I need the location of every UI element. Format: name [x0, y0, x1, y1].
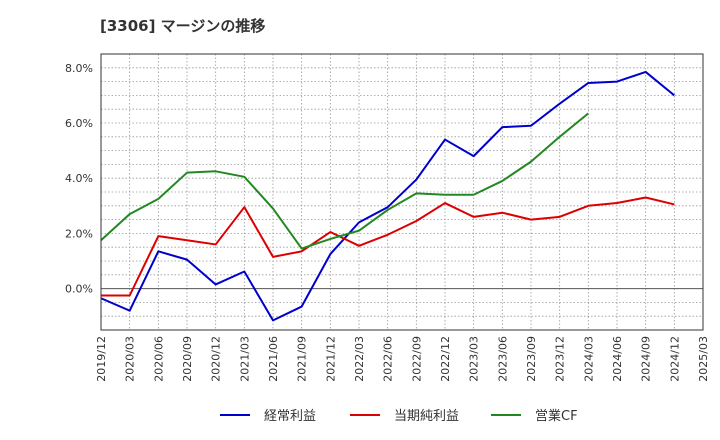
- x-tick-label: 2021/09: [296, 336, 309, 382]
- x-tick-label: 2022/09: [410, 336, 423, 382]
- series-lines: [100, 70, 675, 322]
- y-tick-label: 8.0%: [65, 62, 93, 75]
- y-tick-label: 0.0%: [65, 283, 93, 296]
- series-line-2: [101, 196, 675, 297]
- plot-frame: [100, 53, 704, 331]
- legend-label-2: 当期純利益: [394, 409, 459, 424]
- x-tick-label: 2022/03: [353, 336, 366, 382]
- y-tick-label: 6.0%: [65, 117, 93, 130]
- legend: 経常利益 当期純利益 営業CF: [220, 408, 578, 424]
- series-line-3: [100, 112, 589, 250]
- y-tick-label: 2.0%: [65, 227, 93, 240]
- x-tick-label: 2023/09: [525, 336, 538, 382]
- legend-label-3: 営業CF: [535, 408, 578, 424]
- x-tick-label: 2024/03: [582, 336, 595, 382]
- x-tick-label: 2019/12: [95, 336, 108, 382]
- x-tick-label: 2021/06: [267, 336, 280, 382]
- x-tick-label: 2020/09: [181, 336, 194, 382]
- x-tick-label: 2020/03: [124, 336, 137, 382]
- x-tick-label: 2023/12: [554, 336, 567, 382]
- x-tick-label: 2020/06: [152, 336, 165, 382]
- y-tick-label: 4.0%: [65, 172, 93, 185]
- x-tick-label: 2024/06: [611, 336, 624, 382]
- x-tick-label: 2021/03: [238, 336, 251, 382]
- x-tick-label: 2021/12: [324, 336, 337, 382]
- series-line-1: [100, 70, 675, 322]
- x-tick-label: 2022/12: [439, 336, 452, 382]
- chart-title: [3306] マージンの推移: [100, 17, 265, 35]
- x-tick-label: 2023/06: [496, 336, 509, 382]
- x-tick-label: 2022/06: [382, 336, 395, 382]
- y-axis: 0.0% 2.0% 4.0% 6.0% 8.0%: [65, 62, 93, 296]
- x-tick-label: 2025/03: [697, 336, 710, 382]
- x-tick-label: 2020/12: [210, 336, 223, 382]
- legend-label-1: 経常利益: [264, 409, 316, 424]
- x-tick-label: 2023/03: [468, 336, 481, 382]
- x-axis: 2019/12 2020/03 2020/06 2020/09 2020/12 2021/…: [95, 336, 710, 382]
- x-tick-label: 2024/09: [640, 336, 653, 382]
- x-tick-label: 2024/12: [668, 336, 681, 382]
